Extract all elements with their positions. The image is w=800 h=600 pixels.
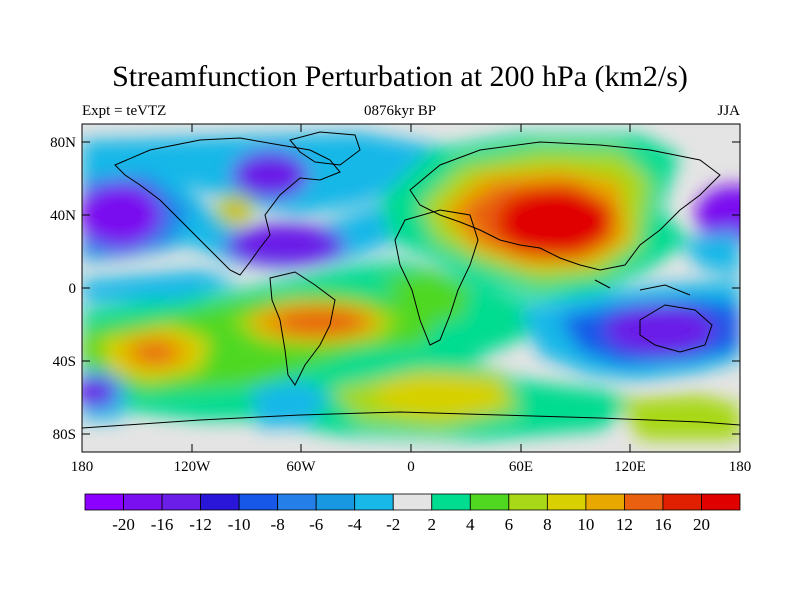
colorbar-swatch xyxy=(84,493,124,511)
south-atlantic-positive-core xyxy=(375,375,505,415)
colorbar-tick-label: 2 xyxy=(428,515,437,534)
colorbar-swatch xyxy=(508,493,548,511)
australia-outline xyxy=(639,304,713,353)
colorbar-tick-label: 6 xyxy=(505,515,514,534)
season-label: JJA xyxy=(717,103,740,119)
south-pacific-negative-core xyxy=(82,377,117,407)
colorbar-tick-label: 4 xyxy=(466,515,475,534)
colorbar-swatch xyxy=(624,493,664,511)
lon-tick-label: 0 xyxy=(407,459,415,475)
lat-tick-label: 0 xyxy=(69,281,77,297)
colorbar-tick-label: -8 xyxy=(271,515,285,534)
colorbar-swatch xyxy=(354,493,394,511)
colorbar-swatch xyxy=(315,493,356,511)
lon-tick-label: 60E xyxy=(509,459,533,475)
colorbar-swatch xyxy=(546,493,587,511)
colorbar-tick-label: -4 xyxy=(348,515,363,534)
eurasia-outline xyxy=(409,141,721,271)
colorbar-tick-label: 8 xyxy=(543,515,552,534)
colorbar-swatch xyxy=(469,493,510,511)
colorbar-tick-label: -16 xyxy=(151,515,174,534)
colorbar-tick-label: 20 xyxy=(693,515,710,534)
tropical-pacific-negative xyxy=(82,270,240,302)
lon-tick-label: 60W xyxy=(286,459,316,475)
colorbar-tick-label: -6 xyxy=(309,515,323,534)
colorbar-tick-label: -20 xyxy=(112,515,135,534)
lon-tick-label: 120W xyxy=(174,459,212,475)
colorbar-tick-label: 12 xyxy=(616,515,633,534)
colorbar-swatch xyxy=(662,493,702,511)
colorbar-tick-label: -10 xyxy=(228,515,251,534)
colorbar-swatch xyxy=(701,493,741,511)
canada-purple-core xyxy=(232,151,308,199)
colorbar-tick-label: -12 xyxy=(189,515,212,534)
north-pacific-purple-core xyxy=(82,183,162,247)
colorbar-swatch xyxy=(585,493,625,511)
south-america-outline xyxy=(269,271,336,386)
north-america-outline xyxy=(114,137,341,276)
africa-outline xyxy=(394,209,479,346)
australia-negative-core xyxy=(605,305,715,355)
west-pacific-purple-core xyxy=(695,185,740,245)
colorbar-swatch xyxy=(161,493,201,511)
streamfunction-field xyxy=(82,124,740,452)
colorbar: -20 -16 -12 -10 -8 -6 -4 -2 2 4 6 8 10 12 16 20 xyxy=(84,493,741,534)
lat-tick-label: 80S xyxy=(53,427,76,443)
coastlines xyxy=(82,131,740,429)
plot-title: Streamfunction Perturbation at 200 hPa (… xyxy=(112,60,688,93)
lat-tick-label: 40S xyxy=(53,354,76,370)
lon-tick-label: 180 xyxy=(729,459,752,475)
colorbar-tick-label: 10 xyxy=(577,515,594,534)
colorbar-swatch xyxy=(392,493,433,511)
experiment-label: Expt = teVTZ xyxy=(82,103,167,119)
colorbar-swatch xyxy=(200,493,240,511)
longitude-axis: 180 120W 60W 0 60E 120E 180 xyxy=(71,124,752,475)
colorbar-tick-label: -2 xyxy=(386,515,400,534)
antarctica-outline xyxy=(82,411,740,429)
colorbar-swatch xyxy=(238,493,279,511)
colorbar-swatch xyxy=(431,493,471,511)
colorbar-swatch xyxy=(123,493,163,511)
greenland-outline xyxy=(289,131,361,166)
colorbar-swatch xyxy=(277,493,317,511)
lon-tick-label: 180 xyxy=(71,459,94,475)
time-label: 0876kyr BP xyxy=(363,103,437,119)
lon-tick-label: 120E xyxy=(614,459,646,475)
latitude-axis: 80N 40N 0 40S 80S xyxy=(50,135,740,443)
eurasia-positive-core xyxy=(497,187,613,257)
lat-tick-label: 80N xyxy=(50,135,76,151)
colorbar-tick-label: 16 xyxy=(654,515,671,534)
north-atlantic-purple-core xyxy=(225,223,345,267)
lat-tick-label: 40N xyxy=(50,208,76,224)
